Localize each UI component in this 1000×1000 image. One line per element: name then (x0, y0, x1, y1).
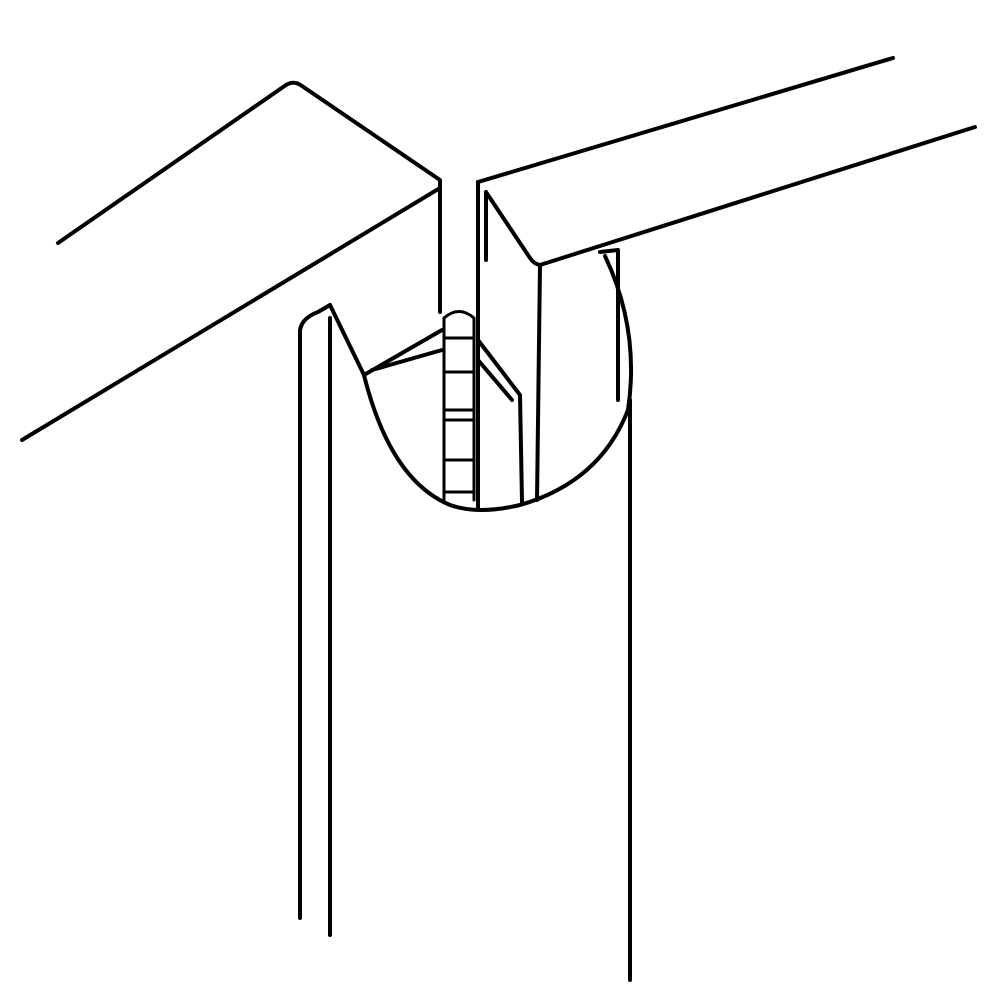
right-post (598, 248, 632, 982)
right-leaf (476, 338, 524, 504)
left-leaf (362, 328, 444, 377)
left-post-outer (298, 303, 332, 920)
right-board-top (476, 56, 895, 184)
hinge-barrel (442, 310, 476, 502)
right-board-bottom (538, 125, 977, 267)
left-board-front (20, 186, 442, 442)
left-board-top (56, 80, 442, 314)
right-board-corner (476, 180, 542, 512)
detail-circle (328, 254, 634, 512)
